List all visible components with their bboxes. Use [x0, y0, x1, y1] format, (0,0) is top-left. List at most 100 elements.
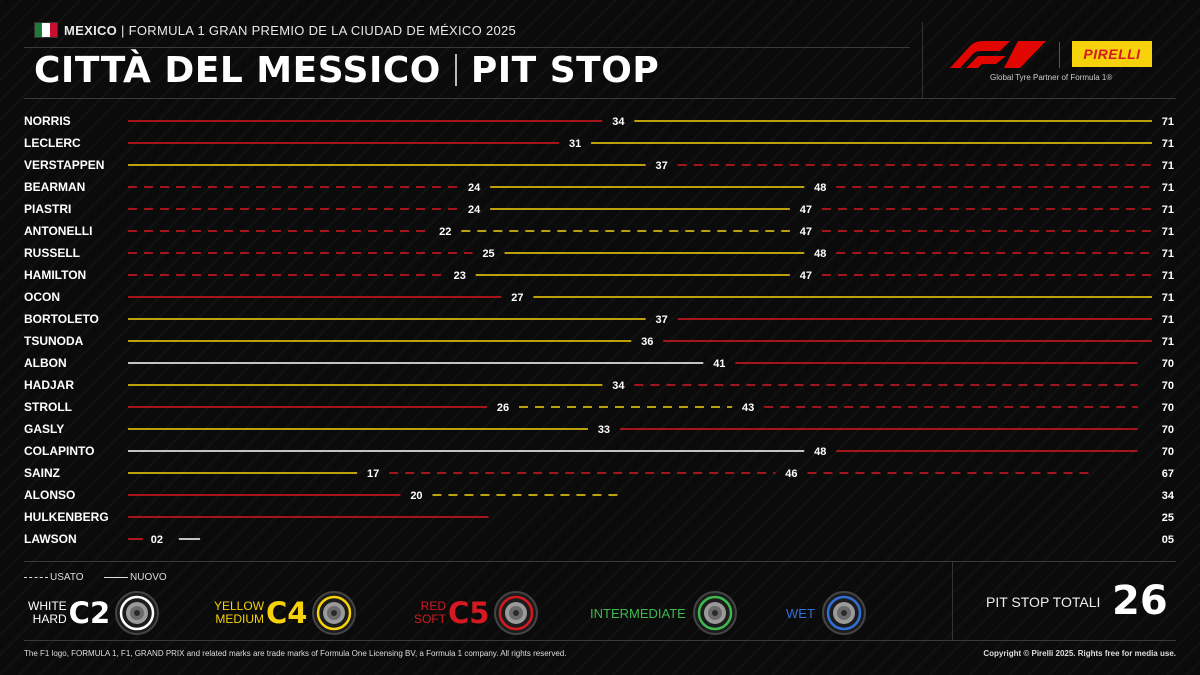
legend-used: USATO — [24, 572, 84, 583]
tyre-colour-name: WHITE — [28, 599, 67, 613]
total-pitstops-label: PIT STOP TOTALI — [986, 594, 1101, 610]
total-laps-label: 71 — [1162, 226, 1174, 238]
pit-lap-label: 41 — [713, 358, 725, 370]
totals-separator — [952, 562, 953, 640]
pit-lap-label: 17 — [367, 468, 379, 480]
tyre-legend-medium: YELLOW MEDIUM C4 — [214, 590, 357, 636]
total-laps-label: 71 — [1162, 160, 1174, 172]
pit-lap-label: 25 — [482, 248, 494, 260]
tyre-icon — [821, 591, 866, 635]
legend-new: NUOVO — [104, 572, 167, 583]
tyre-compound-code: C5 — [448, 596, 490, 630]
total-laps-label: 70 — [1162, 446, 1174, 458]
title-city: CITTÀ DEL MESSICO — [34, 50, 441, 91]
event-name: | FORMULA 1 GRAN PREMIO DE LA CIUDAD DE … — [121, 22, 517, 38]
tyre-legend-soft: RED SOFT C5 — [414, 590, 539, 636]
pit-lap-label: 48 — [814, 182, 826, 194]
driver-label: HADJAR — [24, 378, 74, 392]
pit-lap-label: 02 — [151, 534, 163, 546]
pit-lap-label: 48 — [814, 446, 826, 458]
pit-lap-label: 37 — [656, 314, 668, 326]
pit-lap-label: 34 — [612, 380, 625, 392]
tyre-name-label: YELLOW MEDIUM — [214, 600, 264, 626]
pit-lap-label: 33 — [598, 424, 610, 436]
driver-label: TSUNODA — [24, 334, 84, 348]
total-laps-label: 71 — [1162, 138, 1174, 150]
tyre-icon — [312, 591, 357, 635]
tyre-compound-name: HARD — [32, 612, 67, 626]
total-laps-label: 71 — [1162, 182, 1174, 194]
driver-label: SAINZ — [24, 466, 60, 480]
solid-line-icon — [104, 577, 128, 578]
pit-lap-label: 22 — [439, 226, 451, 238]
pit-lap-label: 43 — [742, 402, 754, 414]
logo-separator — [922, 22, 923, 98]
total-laps-label: 71 — [1162, 292, 1174, 304]
pit-lap-label: 34 — [612, 116, 625, 128]
tyre-compound-code: C4 — [266, 596, 308, 630]
pit-lap-label: 48 — [814, 248, 826, 260]
tyre-icon — [692, 591, 737, 635]
title-separator — [454, 54, 457, 86]
driver-label: LECLERC — [24, 136, 81, 150]
driver-label: OCON — [24, 290, 60, 304]
tyre-partner-tagline: Global Tyre Partner of Formula 1® — [990, 73, 1113, 82]
total-laps-label: 71 — [1162, 336, 1174, 348]
logo-divider — [1059, 42, 1060, 68]
total-laps-label: 70 — [1162, 402, 1174, 414]
tyre-compound-code: C2 — [68, 596, 111, 630]
pit-lap-label: 27 — [511, 292, 523, 304]
tyre-name-label: WHITE HARD — [28, 600, 67, 626]
header-divider — [24, 47, 910, 48]
title-section: PIT STOP — [470, 50, 660, 91]
total-laps-label: 34 — [1162, 490, 1175, 502]
footer-rule — [24, 640, 1176, 641]
total-pitstops-value: 26 — [1112, 578, 1168, 624]
driver-label: BORTOLETO — [24, 312, 99, 326]
driver-label: COLAPINTO — [24, 444, 94, 458]
total-laps-label: 71 — [1162, 270, 1174, 282]
event-header: MEXICO | FORMULA 1 GRAN PREMIO DE LA CIU… — [34, 22, 516, 38]
driver-label: STROLL — [24, 400, 72, 414]
tyre-compound-name: SOFT — [414, 612, 446, 626]
trademark-notice: The F1 logo, FORMULA 1, F1, GRAND PRIX a… — [24, 649, 567, 658]
pit-lap-label: 24 — [468, 204, 481, 216]
pit-lap-label: 31 — [569, 138, 581, 150]
chart-top-rule — [24, 98, 1176, 99]
mexico-flag-icon — [34, 22, 58, 38]
tyre-legend-hard: WHITE HARD C2 — [28, 590, 160, 636]
tyre-colour-name: YELLOW — [214, 599, 265, 613]
total-laps-label: 71 — [1162, 204, 1174, 216]
driver-label: HULKENBERG — [24, 510, 109, 524]
driver-label: BEARMAN — [24, 180, 85, 194]
driver-label: PIASTRI — [24, 202, 71, 216]
pit-lap-label: 37 — [656, 160, 668, 172]
pirelli-logo: PIRELLI — [1072, 41, 1152, 67]
driver-label: ALBON — [24, 356, 67, 370]
driver-label: ALONSO — [24, 488, 75, 502]
tyre-name-label: RED SOFT — [414, 600, 446, 626]
tyre-legend-wet: WET — [786, 590, 867, 636]
driver-label: HAMILTON — [24, 268, 86, 282]
pit-lap-label: 26 — [497, 402, 509, 414]
pit-stop-chart: NORRIS 34 71 LECLERC 31 71 VERSTAPPEN 37 71 BEARM… — [24, 114, 1175, 546]
chart-bottom-rule — [24, 561, 1176, 562]
pit-lap-label: 47 — [800, 226, 812, 238]
total-laps-label: 25 — [1162, 512, 1174, 524]
legend-used-label: USATO — [50, 572, 84, 583]
tyre-icon — [115, 591, 160, 635]
total-laps-label: 67 — [1162, 468, 1174, 480]
tyre-name-label: INTERMEDIATE — [590, 605, 686, 621]
legend-new-label: NUOVO — [130, 572, 167, 583]
pit-lap-label: 23 — [454, 270, 466, 282]
tyre-name-label: WET — [786, 605, 815, 621]
copyright-notice: Copyright © Pirelli 2025. Rights free fo… — [983, 649, 1176, 658]
total-laps-label: 71 — [1162, 116, 1174, 128]
pit-lap-label: 47 — [800, 270, 812, 282]
total-laps-label: 05 — [1162, 534, 1174, 546]
tyre-icon — [494, 591, 539, 635]
pit-lap-label: 46 — [785, 468, 797, 480]
pit-lap-label: 20 — [410, 490, 422, 502]
driver-label: GASLY — [24, 422, 64, 436]
